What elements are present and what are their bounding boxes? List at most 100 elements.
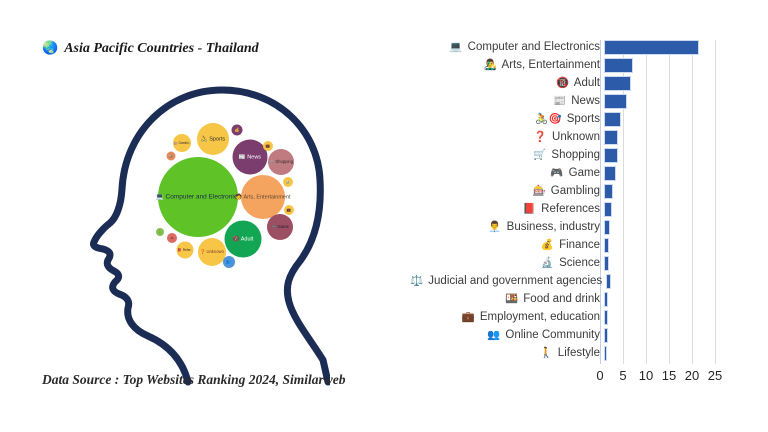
bar-label: 🚴🎯 Sports bbox=[410, 110, 604, 128]
page-title-text: Asia Pacific Countries - Thailand bbox=[64, 41, 259, 56]
bar-row: 🎮 Game bbox=[410, 164, 740, 182]
bubble-label-game: 🎮 Game bbox=[271, 224, 289, 229]
bar-label: 📕 References bbox=[410, 200, 604, 218]
bar bbox=[604, 93, 628, 109]
bar-label: 🔬 Science bbox=[410, 254, 604, 272]
bar bbox=[604, 39, 700, 55]
bar-label: 👨‍🎤 Arts, Entertainment bbox=[410, 56, 604, 74]
category-bar-chart: 💻 Computer and Electronics 👨‍🎤 Arts, Ente… bbox=[410, 38, 740, 398]
bar-row: 💻 Computer and Electronics bbox=[410, 38, 740, 56]
bar-label-text: Shopping bbox=[548, 149, 600, 161]
bar-row: 🛒 Shopping bbox=[410, 146, 740, 164]
bubble-label-science: 🔬 bbox=[286, 179, 290, 184]
bubble-label-references: 📕 Refer.. bbox=[178, 248, 192, 252]
bubble-gambling bbox=[173, 134, 191, 152]
bar-row: 🎰 Gambling bbox=[410, 182, 740, 200]
judicial-and-government-agencies-icon: ⚖️ bbox=[410, 275, 424, 287]
bubble-label-food-and-drink: 🍱 bbox=[169, 154, 173, 158]
bubble-label-arts-entertainment: 🧑 Arts, Entertainment bbox=[235, 192, 291, 200]
bar-label-text: News bbox=[568, 95, 600, 107]
x-axis: 0 5 10 15 20 25 bbox=[410, 364, 740, 386]
bubble-finance bbox=[231, 124, 243, 136]
bar-row: 👨‍🎤 Arts, Entertainment bbox=[410, 56, 740, 74]
bubble-unknown bbox=[198, 238, 226, 266]
bar bbox=[604, 111, 621, 127]
bar-label-text: Food and drink bbox=[520, 293, 600, 305]
bar-plot-area: 💻 Computer and Electronics 👨‍🎤 Arts, Ente… bbox=[410, 38, 740, 364]
bar-label-text: Adult bbox=[571, 77, 600, 89]
food-and-drink-icon: 🍱 bbox=[505, 293, 519, 305]
bubble-computer-and-electronics bbox=[158, 157, 238, 237]
bar-label: 💻 Computer and Electronics bbox=[410, 38, 604, 56]
bar bbox=[604, 291, 609, 307]
bar-label: 💼 Employment, education bbox=[410, 308, 604, 326]
shopping-icon: 🛒 bbox=[533, 149, 547, 161]
bar bbox=[604, 255, 609, 271]
bar-label: 🚶 Lifestyle bbox=[410, 344, 604, 362]
bar-label: ⚖️ Judicial and government agencies bbox=[410, 272, 606, 290]
head-silhouette-svg: 💻 Computer and Electronics🧑 Arts, Entert… bbox=[90, 86, 332, 386]
bar-row: 🍱 Food and drink bbox=[410, 290, 740, 308]
business-industry-icon: 👨‍💼 bbox=[488, 221, 502, 233]
bar bbox=[604, 345, 608, 361]
bubble-label-online-community: 👥 bbox=[226, 259, 231, 264]
bar-row: 🔞 Adult bbox=[410, 74, 740, 92]
page-title: 🌏 Asia Pacific Countries - Thailand bbox=[42, 40, 259, 57]
employment-education-icon: 💼 bbox=[461, 311, 475, 323]
bar bbox=[604, 129, 619, 145]
bar bbox=[604, 183, 613, 199]
bar bbox=[604, 309, 609, 325]
bar-row: 📕 References bbox=[410, 200, 740, 218]
bubble-lifestyle bbox=[156, 228, 164, 236]
gridline-15 bbox=[669, 40, 670, 364]
bubble-group: 💻 Computer and Electronics🧑 Arts, Entert… bbox=[156, 123, 294, 268]
gridline-25 bbox=[715, 40, 716, 364]
bar-label: 🔞 Adult bbox=[410, 74, 604, 92]
bar-row: 👨‍💼 Business, industry bbox=[410, 218, 740, 236]
bar-label: 👨‍💼 Business, industry bbox=[410, 218, 604, 236]
bubble-label-employment-education: 💼 bbox=[287, 208, 292, 212]
bubble-label-adult: 🔞 Adult bbox=[233, 235, 254, 242]
gridline-5 bbox=[623, 40, 624, 364]
bar bbox=[604, 165, 616, 181]
bubble-online-community bbox=[223, 256, 235, 268]
bubble-news bbox=[232, 139, 268, 175]
x-tick-15: 15 bbox=[661, 368, 677, 383]
gridline-10 bbox=[646, 40, 647, 364]
bar-label-text: Computer and Electronics bbox=[464, 41, 600, 53]
sports-icon: 🚴🎯 bbox=[535, 113, 562, 125]
bubble-label-finance: 💰 bbox=[235, 127, 240, 132]
bar-label: 🍱 Food and drink bbox=[410, 290, 604, 308]
bubble-sports bbox=[197, 123, 229, 155]
bar-row: ⚖️ Judicial and government agencies bbox=[410, 272, 740, 290]
bar-label-text: Online Community bbox=[502, 329, 600, 341]
globe-icon: 🌏 bbox=[42, 40, 59, 55]
bar bbox=[606, 273, 611, 289]
science-icon: 🔬 bbox=[540, 257, 554, 269]
gambling-icon: 🎰 bbox=[532, 185, 546, 197]
bubble-adult bbox=[224, 220, 262, 258]
bar-label-text: Arts, Entertainment bbox=[499, 59, 600, 71]
bar bbox=[604, 75, 632, 91]
x-tick-25: 25 bbox=[707, 368, 723, 383]
bar-label-text: Lifestyle bbox=[554, 347, 600, 359]
lifestyle-icon: 🚶 bbox=[539, 347, 553, 359]
bar-label-text: Sports bbox=[563, 113, 600, 125]
bar bbox=[604, 219, 611, 235]
bubble-food-and-drink bbox=[166, 151, 176, 161]
bar-label-text: Unknown bbox=[548, 131, 600, 143]
brain-bubble-chart: 💻 Computer and Electronics 🧑 Arts, Entert… bbox=[70, 76, 332, 388]
bubble-label-unknown: ❓ Unknown bbox=[200, 249, 225, 254]
bubble-label-lifestyle: 🚶 bbox=[158, 230, 162, 234]
bar-label: 📰 News bbox=[410, 92, 604, 110]
bar-label: 💰 Finance bbox=[410, 236, 604, 254]
bar bbox=[604, 237, 610, 253]
bar-label: 🎮 Game bbox=[410, 164, 604, 182]
bubble-references bbox=[176, 241, 194, 259]
game-icon: 🎮 bbox=[550, 167, 564, 179]
bubble-label-sports: 🚴 Sports bbox=[201, 135, 226, 142]
bubble-label-judicial-government: ⚖ bbox=[170, 236, 174, 240]
bubble-label-news: 📰 News bbox=[239, 153, 261, 160]
bubble-arts-entertainment bbox=[241, 175, 285, 219]
